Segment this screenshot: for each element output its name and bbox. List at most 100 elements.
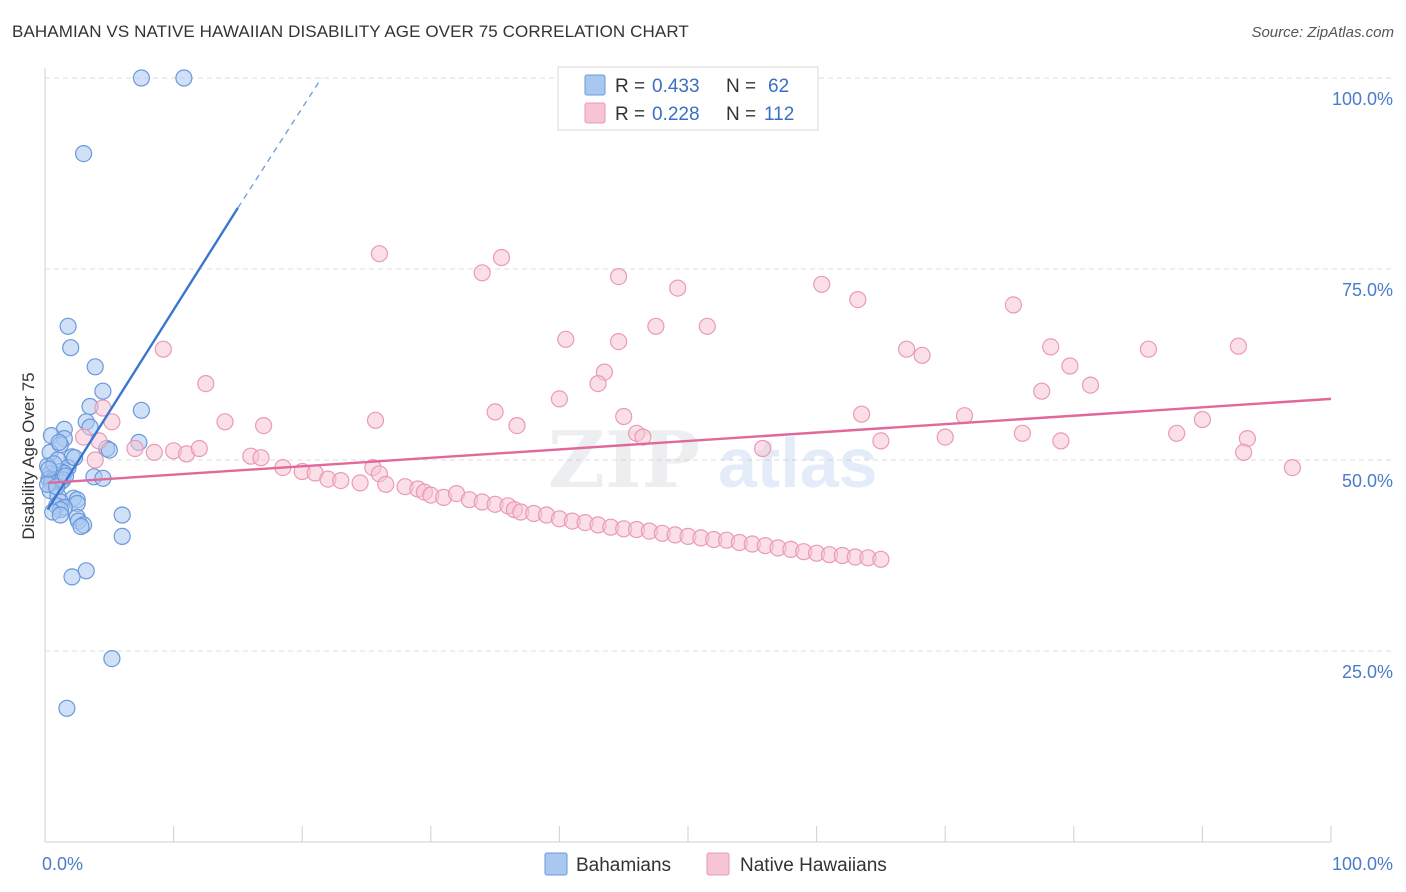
point-1-22 (197, 375, 215, 393)
point-1-10 (647, 317, 665, 335)
point-1-6 (813, 275, 831, 293)
trend-line-extension-0 (237, 77, 323, 209)
point-1-28 (508, 417, 526, 435)
point-1-39 (1168, 424, 1186, 442)
point-0-45 (51, 506, 70, 524)
legend-swatch-native-hawaiians (584, 102, 606, 124)
legend-top-row-native-hawaiians: R = 0.228 N = 112 (584, 102, 794, 125)
y-axis-title: Disability Age Over 75 (19, 372, 38, 539)
point-1-13 (897, 340, 916, 358)
point-1-26 (255, 417, 273, 435)
legend-bottom: Bahamians Native Hawaiians (544, 852, 887, 876)
legend-bottom-label-bahamians: Bahamians (576, 855, 671, 876)
point-1-15 (1061, 357, 1079, 375)
legend-n-label: N = (726, 104, 756, 125)
point-1-36 (936, 428, 954, 446)
point-1-105 (872, 550, 890, 568)
legend-bottom-label-native-hawaiians: Native Hawaiians (740, 855, 887, 876)
point-0-51 (77, 562, 95, 580)
point-1-21 (154, 340, 172, 358)
legend-swatch-bahamians (584, 74, 606, 96)
point-1-46 (589, 375, 607, 393)
legend-r-label: R = (615, 104, 645, 125)
point-1-38 (1052, 432, 1070, 450)
y-tick-label-0: 25.0% (1342, 662, 1393, 682)
series-native-hawaiians (74, 245, 1302, 568)
point-0-53 (103, 649, 121, 668)
point-0-54 (58, 699, 76, 717)
grid-lines (45, 77, 1391, 652)
point-1-34 (852, 405, 871, 423)
point-1-12 (1042, 338, 1060, 356)
point-0-2 (74, 145, 93, 163)
legend-n-value: 112 (764, 104, 794, 125)
point-1-27 (366, 411, 385, 429)
point-1-40 (1193, 410, 1212, 429)
y-tick-label-3: 100.0% (1332, 89, 1393, 109)
legend-n-label: N = (726, 76, 756, 97)
point-0-4 (62, 339, 80, 357)
point-1-19 (1229, 337, 1248, 355)
point-1-61 (332, 472, 350, 490)
point-0-0 (132, 69, 150, 87)
point-1-43 (1283, 459, 1302, 477)
point-0-52 (63, 568, 81, 586)
point-1-17 (1081, 376, 1100, 394)
point-1-33 (955, 407, 974, 425)
point-1-65 (377, 475, 395, 493)
chart-title: BAHAMIAN VS NATIVE HAWAIIAN DISABILITY A… (12, 22, 689, 41)
legend-bottom-swatch-bahamians (544, 852, 568, 876)
point-1-54 (190, 439, 208, 458)
legend-r-value: 0.433 (652, 76, 700, 97)
point-1-62 (351, 474, 369, 492)
point-1-29 (615, 407, 633, 426)
point-0-6 (94, 382, 112, 400)
point-1-37 (1013, 424, 1032, 442)
point-1-56 (252, 449, 270, 467)
chart-source: Source: ZipAtlas.com (1251, 24, 1394, 41)
trend-lines (46, 77, 1332, 511)
point-0-46 (113, 506, 131, 524)
point-0-1 (175, 69, 193, 87)
point-0-49 (72, 517, 90, 536)
point-1-2 (492, 248, 511, 267)
point-0-5 (86, 358, 104, 376)
point-1-4 (669, 279, 687, 297)
point-1-49 (86, 451, 104, 469)
point-1-14 (913, 346, 931, 364)
trend-line-0 (46, 207, 239, 511)
point-1-51 (145, 443, 163, 461)
point-1-3 (609, 268, 628, 286)
trend-line-1 (47, 397, 1332, 485)
watermark: ZIP atlas (548, 415, 878, 506)
y-tick-label-2: 75.0% (1342, 280, 1393, 300)
legend-top: R = 0.433 N = 62 R = 0.228 N = 112 (557, 66, 819, 131)
point-1-42 (1234, 443, 1253, 461)
point-1-0 (370, 245, 388, 263)
tick-labels: 25.0% 50.0% 75.0% 100.0% 0.0% 100.0% (42, 89, 1393, 874)
x-tick-label-0: 0.0% (42, 854, 83, 874)
legend-r-label: R = (615, 76, 645, 97)
point-1-9 (557, 330, 575, 348)
watermark-atlas: atlas (718, 424, 878, 502)
point-0-8 (132, 401, 150, 419)
legend-r-value: 0.228 (652, 104, 700, 125)
point-1-45 (550, 390, 569, 408)
point-0-57 (56, 467, 75, 485)
point-1-30 (753, 439, 772, 458)
point-1-16 (1033, 382, 1051, 400)
point-1-18 (1139, 340, 1158, 358)
watermark-zip: ZIP (548, 415, 700, 506)
point-0-50 (113, 527, 131, 546)
y-tick-label-1: 50.0% (1342, 471, 1393, 491)
point-1-7 (849, 291, 867, 309)
point-1-44 (486, 403, 504, 421)
legend-top-row-bahamians: R = 0.433 N = 62 (584, 74, 789, 97)
data-points (38, 69, 1302, 717)
legend-n-value: 62 (768, 76, 789, 97)
x-tick-label-1: 100.0% (1332, 854, 1393, 874)
point-1-8 (1004, 296, 1023, 314)
point-1-50 (126, 439, 144, 458)
point-1-1 (473, 264, 491, 282)
point-1-35 (872, 432, 890, 450)
